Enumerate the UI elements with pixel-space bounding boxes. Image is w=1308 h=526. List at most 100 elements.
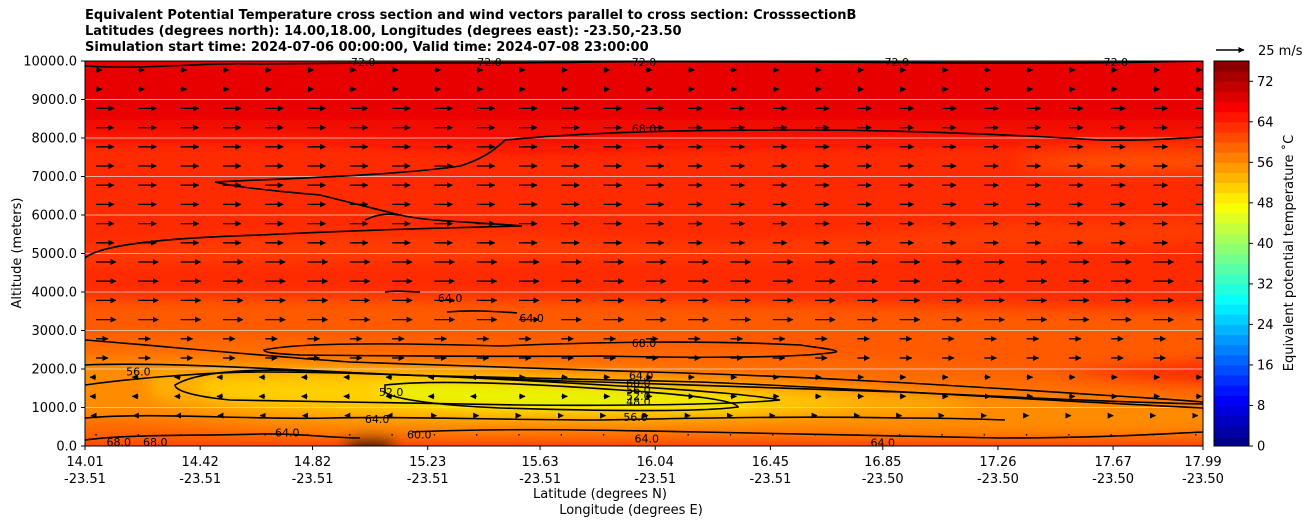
y-tick-label: 1000.0 bbox=[32, 401, 78, 416]
x-tick-label-lon: -23.51 bbox=[407, 472, 449, 487]
colorbar-band bbox=[1214, 61, 1249, 72]
contour-value-labels: 72.0 72.0 72.0 72.0 72.0 68.0 68.0 64.0 64.0 64.0… bbox=[106, 56, 1128, 449]
x-tick-label-lon: -23.50 bbox=[1182, 472, 1224, 487]
chart-title-line-1: Equivalent Potential Temperature cross s… bbox=[85, 8, 857, 23]
wind-vector bbox=[645, 434, 647, 436]
wind-vector bbox=[772, 434, 774, 436]
filled-contour-field bbox=[85, 61, 1203, 446]
y-tick-label: 0.0 bbox=[56, 440, 77, 455]
x-axis-label-latitude: Latitude (degrees N) bbox=[533, 487, 667, 502]
wind-vector bbox=[1195, 434, 1197, 436]
colorbar-tick-label: 0 bbox=[1257, 440, 1265, 455]
x-tick-label-lon: -23.51 bbox=[519, 472, 561, 487]
horizontal-gridlines bbox=[85, 99, 1203, 408]
colorbar-band bbox=[1214, 385, 1249, 396]
contour-label: 48.0 bbox=[626, 396, 651, 409]
x-tick-label-lon: -23.51 bbox=[749, 472, 791, 487]
contour-label: 68.0 bbox=[143, 436, 168, 449]
colorbar: 0 8 16 24 32 40 48 56 64 72 bbox=[1213, 60, 1274, 455]
colorbar-band bbox=[1214, 304, 1249, 315]
colorbar-band bbox=[1214, 101, 1249, 113]
x-tick-label-lat: 16.04 bbox=[637, 455, 674, 470]
wind-vector bbox=[941, 434, 943, 436]
colorbar-band bbox=[1214, 344, 1249, 356]
colorbar-band bbox=[1214, 202, 1249, 214]
x-tick-label-lon: -23.51 bbox=[634, 472, 676, 487]
wind-vector bbox=[814, 434, 816, 436]
colorbar-band bbox=[1214, 294, 1249, 305]
wind-vector bbox=[222, 434, 224, 436]
wind-vector bbox=[898, 434, 901, 436]
x-tick-label-lat: 16.85 bbox=[864, 455, 901, 470]
x-axis-tick-labels: 14.01 -23.51 14.42 -23.51 14.82 -23.51 15.23 -2… bbox=[64, 446, 1224, 487]
wind-vector bbox=[306, 434, 309, 436]
wind-vectors bbox=[89, 67, 1203, 436]
colorbar-frame bbox=[1213, 60, 1250, 447]
colorbar-band bbox=[1214, 405, 1249, 417]
colorbar-tick-label: 64 bbox=[1257, 115, 1274, 130]
colorbar-band bbox=[1214, 131, 1249, 143]
colorbar-tick-label: 40 bbox=[1257, 237, 1274, 252]
x-tick-label-lon: -23.50 bbox=[977, 472, 1019, 487]
x-tick-label-lat: 14.42 bbox=[182, 455, 219, 470]
y-tick-label: 3000.0 bbox=[32, 324, 78, 339]
chart-title-line-3: Simulation start time: 2024-07-06 00:00:… bbox=[85, 40, 649, 55]
wind-vector bbox=[433, 434, 436, 436]
y-tick-label: 5000.0 bbox=[32, 247, 78, 262]
colorbar-band bbox=[1214, 375, 1249, 386]
x-tick-label-lat: 17.99 bbox=[1184, 455, 1221, 470]
colorbar-band bbox=[1214, 273, 1249, 285]
contour-label: 52.0 bbox=[379, 386, 404, 399]
wind-vector bbox=[1110, 434, 1112, 436]
y-tick-label: 8000.0 bbox=[32, 132, 78, 147]
x-tick-label-lon: -23.51 bbox=[179, 472, 221, 487]
colorbar-band bbox=[1214, 192, 1249, 204]
wind-vector bbox=[137, 434, 140, 436]
contour-label: 64.0 bbox=[365, 413, 390, 426]
colorbar-band bbox=[1214, 283, 1249, 295]
contour-label: 64.0 bbox=[635, 432, 660, 445]
colorbar-band bbox=[1214, 253, 1249, 265]
colorbar-tick-label: 16 bbox=[1257, 358, 1274, 373]
wind-vector bbox=[1068, 434, 1070, 436]
colorbar-band bbox=[1214, 233, 1249, 244]
colorbar-band bbox=[1214, 81, 1249, 92]
x-tick-label-lat: 15.23 bbox=[409, 455, 446, 470]
y-axis-tick-labels: 0.0 1000.0 2000.0 3000.0 4000.0 5000.0 6000.0 7… bbox=[23, 55, 85, 455]
wind-vector bbox=[602, 434, 605, 436]
colorbar-band bbox=[1214, 182, 1249, 194]
colorbar-tick-label: 72 bbox=[1257, 75, 1274, 90]
x-tick-label-lon: -23.51 bbox=[64, 472, 106, 487]
y-axis-label: Altitude (meters) bbox=[10, 198, 25, 309]
x-axis-label-longitude: Longitude (degrees E) bbox=[559, 503, 703, 518]
colorbar-band bbox=[1214, 425, 1249, 437]
colorbar-band bbox=[1214, 243, 1249, 254]
colorbar-band bbox=[1214, 263, 1249, 275]
contour-label: 72.0 bbox=[885, 56, 910, 69]
contour-label: 64.0 bbox=[629, 370, 654, 383]
colorbar-band bbox=[1214, 435, 1249, 447]
colorbar-band bbox=[1214, 324, 1249, 336]
colorbar-band bbox=[1214, 91, 1249, 103]
contour-label: 56.0 bbox=[623, 411, 648, 424]
y-tick-label: 10000.0 bbox=[23, 55, 77, 70]
wind-vector bbox=[560, 434, 563, 436]
contour-label: 72.0 bbox=[351, 56, 376, 69]
wind-vector bbox=[1152, 434, 1155, 436]
colorbar-band bbox=[1214, 415, 1249, 427]
colorbar-tick-label: 48 bbox=[1257, 196, 1274, 211]
x-tick-label-lat: 15.63 bbox=[521, 455, 558, 470]
contour-label: 68.0 bbox=[106, 436, 131, 449]
colorbar-band bbox=[1214, 334, 1249, 346]
x-tick-label-lat: 17.26 bbox=[979, 455, 1016, 470]
x-tick-label-lon: -23.51 bbox=[292, 472, 334, 487]
x-tick-label-lat: 16.45 bbox=[752, 455, 789, 470]
colorbar-band bbox=[1214, 223, 1249, 234]
y-tick-label: 2000.0 bbox=[32, 363, 78, 378]
colorbar-band bbox=[1214, 71, 1249, 82]
contour-label: 72.0 bbox=[632, 56, 657, 69]
contour-label: 64.0 bbox=[438, 292, 463, 305]
wind-vector bbox=[475, 434, 478, 436]
contour-label: 60.0 bbox=[407, 428, 432, 441]
